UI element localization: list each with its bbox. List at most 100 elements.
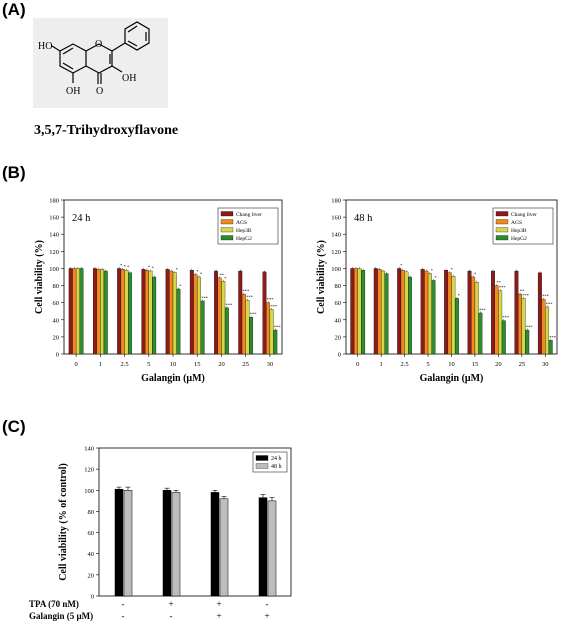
bar xyxy=(431,280,436,355)
y-tick-label: 140 xyxy=(331,232,341,239)
hydroxyl-7-label: HO xyxy=(38,41,52,52)
legend-swatch xyxy=(255,463,269,469)
legend-swatch xyxy=(495,211,509,217)
x-tick-label: 0 xyxy=(356,361,359,368)
bar xyxy=(266,302,271,355)
x-axis-label: Galangin (μM) xyxy=(141,373,205,384)
significance-marker: *** xyxy=(267,297,275,302)
bar xyxy=(420,269,425,355)
time-annotation: 24 h xyxy=(72,213,91,224)
significance-marker: *** xyxy=(542,294,550,299)
y-tick-label: 140 xyxy=(84,446,94,453)
significance-marker: * xyxy=(434,275,437,280)
bar xyxy=(221,281,226,355)
bar xyxy=(518,293,522,355)
treatment-sign: - xyxy=(121,600,124,610)
y-tick-label: 20 xyxy=(53,334,60,341)
bar xyxy=(176,288,181,355)
y-tick-label: 0 xyxy=(338,352,341,359)
y-tick-label: 180 xyxy=(331,198,341,205)
time-annotation: 48 h xyxy=(354,213,373,224)
bar xyxy=(171,492,181,597)
significance-marker: *** xyxy=(549,335,557,340)
x-axis-label: Galangin (μM) xyxy=(420,373,484,384)
treatment-sign: + xyxy=(216,612,221,622)
y-tick-label: 100 xyxy=(331,266,341,273)
significance-marker: * xyxy=(176,267,179,272)
bar xyxy=(124,270,129,355)
y-tick-label: 60 xyxy=(335,300,342,307)
bar xyxy=(145,270,149,355)
legend-swatch xyxy=(495,235,509,241)
bar xyxy=(444,270,449,355)
compound-name: 3,5,7-Trihydroxyflavone xyxy=(34,123,178,138)
bar xyxy=(79,268,84,355)
significance-marker: * xyxy=(179,283,182,288)
significance-marker: * xyxy=(151,266,154,271)
significance-marker: *** xyxy=(502,315,510,320)
significance-marker: *** xyxy=(499,285,507,290)
bar xyxy=(404,271,409,355)
bar xyxy=(200,300,205,355)
significance-marker: *** xyxy=(522,293,530,298)
flavone-skeleton xyxy=(51,21,150,84)
y-tick-label: 0 xyxy=(91,594,94,601)
treatment-row-label: Galangin (5 μM) xyxy=(29,611,93,621)
bar xyxy=(501,320,506,355)
treatment-sign: + xyxy=(264,612,269,622)
bar xyxy=(141,269,146,355)
legend-label: Hep3B xyxy=(511,228,527,234)
bar xyxy=(353,268,358,355)
legend-swatch xyxy=(255,455,269,461)
hydroxyl-3-label: OH xyxy=(122,73,136,84)
bar xyxy=(381,270,385,355)
significance-marker: * xyxy=(200,272,203,277)
bar xyxy=(165,269,170,355)
y-tick-label: 160 xyxy=(49,215,59,222)
bar xyxy=(75,268,80,355)
x-tick-label: 15 xyxy=(472,361,479,368)
y-tick-label: 0 xyxy=(56,352,59,359)
legend-swatch xyxy=(220,227,234,233)
legend-box xyxy=(252,451,288,473)
treatment-sign: - xyxy=(169,612,172,622)
y-tick-label: 80 xyxy=(88,509,95,516)
legend-swatch xyxy=(220,211,234,217)
bar xyxy=(451,275,456,355)
bar xyxy=(197,276,201,355)
y-tick-label: 100 xyxy=(84,488,94,495)
significance-marker: ** xyxy=(520,289,525,294)
panel-b-label: (B) xyxy=(2,163,26,182)
significance-marker: * xyxy=(474,272,477,277)
y-tick-label: 80 xyxy=(53,283,60,290)
legend-label: AGS xyxy=(236,220,247,226)
bar xyxy=(494,285,499,355)
treatment-row-label: TPA (70 nM) xyxy=(29,599,79,609)
y-tick-label: 40 xyxy=(335,317,342,324)
bar xyxy=(545,306,550,355)
significance-marker: * xyxy=(120,263,123,268)
significance-marker: * xyxy=(196,269,199,274)
treatment-sign: + xyxy=(216,600,221,610)
bar xyxy=(189,270,194,355)
carbonyl-o-label: O xyxy=(96,86,103,97)
bar xyxy=(267,500,277,597)
y-tick-label: 80 xyxy=(335,283,342,290)
bar xyxy=(377,269,382,355)
bar xyxy=(114,488,124,597)
y-tick-label: 120 xyxy=(331,249,341,256)
significance-marker: *** xyxy=(250,312,258,317)
bar xyxy=(92,268,97,355)
bar xyxy=(169,270,174,355)
bar xyxy=(273,329,278,355)
legend-label: Chang liver xyxy=(511,212,537,218)
structure-panel: HO OH OH O O 3,5,7-Trihydroxyflavone xyxy=(33,18,178,138)
bar xyxy=(238,270,243,355)
significance-marker: *** xyxy=(546,301,554,306)
bar xyxy=(210,492,220,597)
treatment-sign: - xyxy=(265,600,268,610)
legend-label: HepG2 xyxy=(236,236,252,242)
bar xyxy=(427,273,432,355)
bar xyxy=(548,340,553,355)
